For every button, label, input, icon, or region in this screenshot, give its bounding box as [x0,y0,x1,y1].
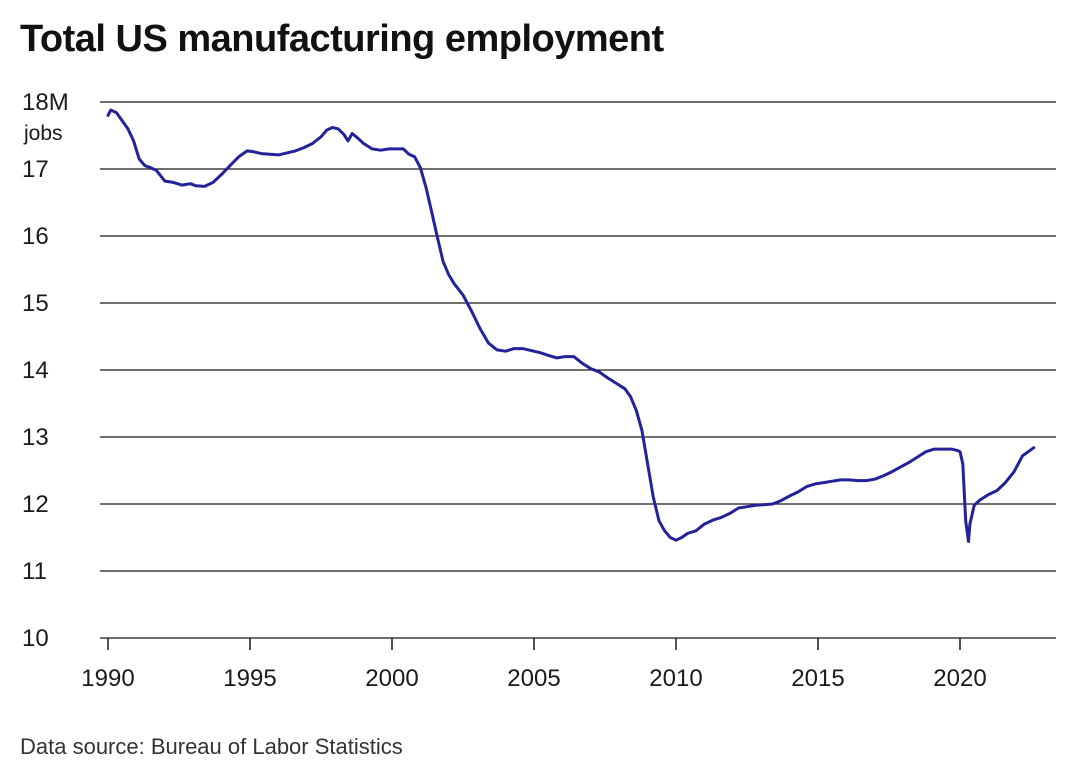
x-tick-label-2020: 2020 [933,665,986,692]
y-tick-label-18: 18M [22,89,69,116]
series-line-0 [106,108,1036,543]
y-tick-label-13: 13 [22,424,49,451]
y-tick-label-14: 14 [22,357,49,384]
x-tick-label-2015: 2015 [791,665,844,692]
chart-title: Total US manufacturing employment [20,18,664,60]
series-group [106,108,1036,543]
data-source-note: Data source: Bureau of Labor Statistics [20,734,403,759]
x-tick-label-2000: 2000 [365,665,418,692]
y-tick-label-10: 10 [22,625,49,652]
gridlines [100,101,1056,639]
x-tick-label-1995: 1995 [223,665,276,692]
x-tick-label-1990: 1990 [81,665,134,692]
y-tick-label-16: 16 [22,223,49,250]
y-axis-unit-label: jobs [23,122,63,145]
y-tick-label-17: 17 [22,156,49,183]
y-axis-tick-labels: 10 11 12 13 14 15 16 17 18M [22,89,69,652]
y-tick-label-11: 11 [22,558,47,585]
x-tick-label-2010: 2010 [649,665,702,692]
y-tick-label-12: 12 [22,491,49,518]
x-tick-label-2005: 2005 [507,665,560,692]
y-tick-label-15: 15 [22,290,49,317]
x-axis: 1990 1995 2000 2005 2010 2015 2020 [81,638,987,692]
